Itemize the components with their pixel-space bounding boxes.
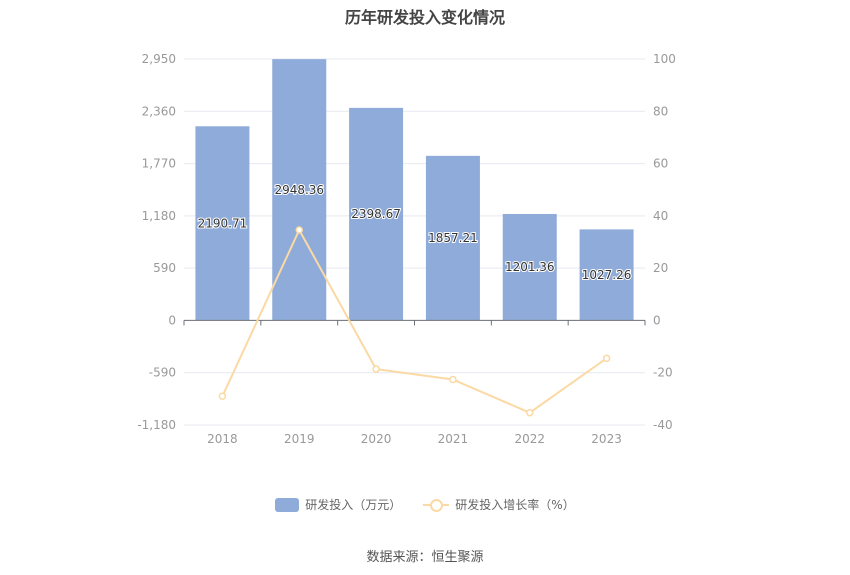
bar-series bbox=[195, 59, 634, 321]
y-left-tick-label: 0 bbox=[168, 313, 176, 327]
legend-item-growth-rate[interactable]: 研发投入增长率（%） bbox=[423, 496, 575, 513]
growth-rate-line bbox=[221, 227, 608, 414]
y-left-tick-label: -590 bbox=[149, 366, 176, 380]
legend-label-rd-investment: 研发投入（万元） bbox=[305, 498, 402, 512]
bar-value-label: 2398.67 bbox=[351, 207, 401, 221]
legend-line-swatch bbox=[423, 498, 450, 512]
bar-2018 bbox=[195, 126, 250, 321]
chart-title: 历年研发投入变化情况 bbox=[344, 8, 505, 27]
x-tick-label: 2023 bbox=[591, 432, 622, 446]
axes: 2,950 2,360 1,770 1,180 590 0 -590 -1,180 100 80 6… bbox=[137, 52, 676, 446]
growth-rate-point-2023 bbox=[602, 354, 611, 363]
bar-2022 bbox=[502, 213, 557, 321]
bar-2020 bbox=[349, 107, 404, 321]
bar-2023 bbox=[579, 229, 634, 321]
growth-rate-point-2021 bbox=[449, 375, 457, 384]
bar-value-label: 2948.36 bbox=[274, 183, 324, 197]
x-tick-label: 2022 bbox=[514, 432, 545, 446]
y-right-tick-label: 40 bbox=[653, 209, 668, 223]
growth-rate-point-2019 bbox=[295, 226, 303, 234]
x-tick-label: 2021 bbox=[438, 432, 469, 446]
bar-value-label: 1201.36 bbox=[505, 260, 555, 274]
line-series bbox=[218, 226, 611, 417]
legend: 研发投入（万元） 研发投入增长率（%） bbox=[0, 496, 850, 513]
bar-value-label: 1857.21 bbox=[428, 231, 478, 245]
x-tick-label: 2018 bbox=[207, 432, 238, 446]
legend-label-growth-rate: 研发投入增长率（%） bbox=[455, 498, 575, 512]
growth-rate-point-2018 bbox=[218, 392, 227, 400]
y-right-tick-label: -40 bbox=[653, 418, 673, 432]
y-right-tick-label: 20 bbox=[653, 261, 668, 275]
bar-2019 bbox=[272, 59, 327, 321]
y-left-tick-label: 1,770 bbox=[142, 157, 176, 171]
bar-value-label: 1027.26 bbox=[582, 268, 632, 282]
growth-rate-point-2022 bbox=[526, 408, 534, 417]
y-right-tick-label: 80 bbox=[653, 104, 668, 118]
y-left-tick-label: -1,180 bbox=[137, 418, 176, 432]
bar-value-label: 2190.71 bbox=[198, 216, 248, 230]
y-left-tick-label: 2,360 bbox=[142, 104, 176, 118]
x-tick-label: 2020 bbox=[361, 432, 392, 446]
grid-lines bbox=[184, 58, 645, 426]
y-right-tick-label: 60 bbox=[653, 157, 668, 171]
growth-rate-point-2020 bbox=[372, 365, 380, 373]
y-right-tick-label: -20 bbox=[653, 366, 673, 380]
legend-item-rd-investment[interactable]: 研发投入（万元） bbox=[275, 496, 401, 513]
y-left-tick-label: 1,180 bbox=[142, 209, 176, 223]
y-left-tick-label: 2,950 bbox=[142, 52, 176, 66]
y-right-tick-label: 100 bbox=[653, 52, 676, 66]
bar-2021 bbox=[425, 155, 480, 321]
y-left-tick-label: 590 bbox=[153, 261, 176, 275]
source-note: 数据来源：恒生聚源 bbox=[366, 550, 484, 565]
x-tick-label: 2019 bbox=[284, 432, 315, 446]
y-right-tick-label: 0 bbox=[653, 313, 661, 327]
legend-bar-swatch bbox=[275, 497, 300, 512]
data-labels: 2190.71 2948.36 2398.67 1857.21 1201.36 1027.… bbox=[197, 182, 633, 283]
